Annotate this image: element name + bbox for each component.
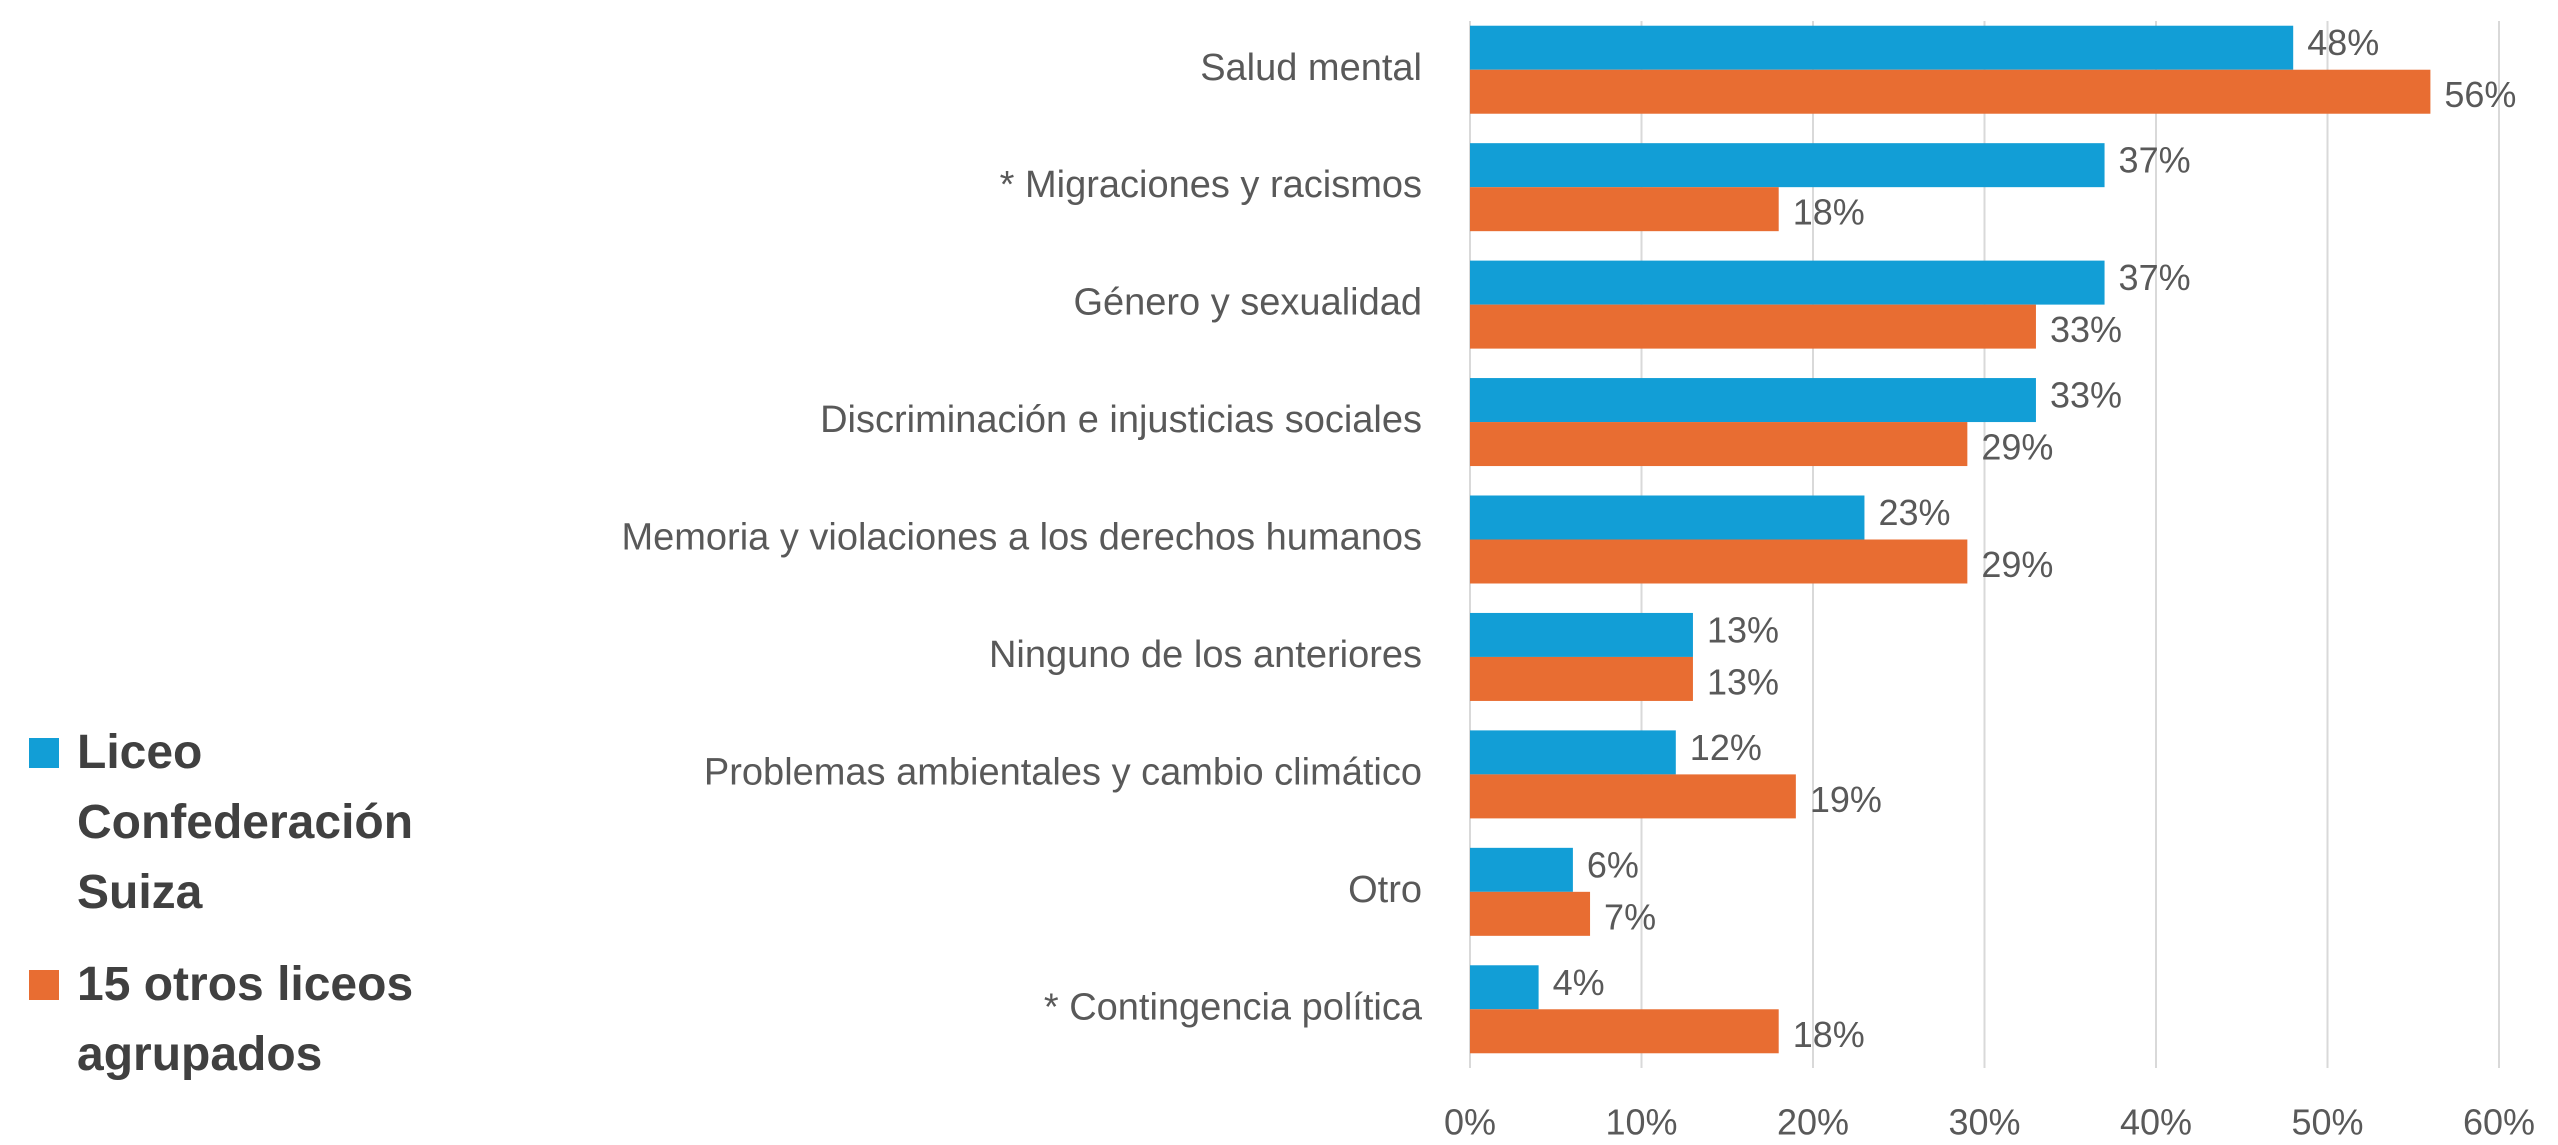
- category-label: Otro: [1348, 869, 1422, 911]
- value-label: 18%: [1793, 192, 1865, 233]
- category-label: Memoria y violaciones a los derechos hum…: [621, 517, 1422, 559]
- x-tick-label: 50%: [2291, 1102, 2363, 1143]
- value-label: 37%: [2119, 140, 2191, 181]
- value-label: 13%: [1707, 609, 1779, 650]
- category-label: Discriminación e injusticias sociales: [820, 399, 1422, 441]
- bar: [1470, 69, 2431, 114]
- category-label: Ninguno de los anteriores: [989, 634, 1422, 676]
- value-label: 33%: [2050, 309, 2122, 350]
- bar: [1470, 891, 1591, 936]
- bar: [1470, 25, 2294, 70]
- value-label: 18%: [1793, 1014, 1865, 1055]
- bar: [1470, 187, 1779, 232]
- category-label: Salud mental: [1200, 47, 1422, 89]
- bar: [1470, 539, 1968, 584]
- legend-label: 15 otros liceos agrupados: [77, 958, 414, 1081]
- value-label: 56%: [2444, 74, 2516, 115]
- bar: [1470, 260, 2105, 305]
- x-tick-label: 60%: [2463, 1102, 2535, 1143]
- legend: Liceo Confederación Suiza 15 otros liceos…: [29, 718, 497, 1090]
- value-label: 23%: [1878, 492, 1950, 533]
- bar: [1470, 378, 2036, 423]
- legend-entry: Liceo Confederación Suiza: [29, 718, 497, 928]
- x-tick-label: 0%: [1444, 1102, 1496, 1143]
- bar: [1470, 495, 1865, 540]
- value-label: 29%: [1981, 427, 2053, 468]
- value-label: 12%: [1690, 727, 1762, 768]
- legend-swatch: [29, 970, 59, 1000]
- value-label: 13%: [1707, 661, 1779, 702]
- value-label: 19%: [1810, 779, 1882, 820]
- bar: [1470, 774, 1796, 819]
- bar: [1470, 304, 2036, 349]
- bar: [1470, 847, 1573, 892]
- value-label: 29%: [1981, 544, 2053, 585]
- value-label: 37%: [2119, 257, 2191, 298]
- x-tick-label: 40%: [2120, 1102, 2192, 1143]
- legend-swatch: [29, 738, 59, 768]
- category-label: Género y sexualidad: [1073, 282, 1422, 324]
- category-label: Problemas ambientales y cambio climático: [704, 751, 1422, 793]
- value-label: 7%: [1604, 896, 1656, 937]
- bar: [1470, 965, 1539, 1010]
- x-tick-label: 30%: [1948, 1102, 2020, 1143]
- bar: [1470, 422, 1968, 467]
- category-label: * Migraciones y racismos: [1000, 164, 1422, 206]
- legend-label: Liceo Confederación Suiza: [77, 726, 414, 919]
- value-label: 48%: [2307, 22, 2379, 63]
- value-label: 6%: [1587, 844, 1639, 885]
- bar: [1470, 656, 1693, 701]
- bar: [1470, 143, 2105, 188]
- category-label: * Contingencia política: [1044, 986, 1423, 1028]
- value-label: 4%: [1553, 962, 1605, 1003]
- bar: [1470, 730, 1676, 775]
- bar: [1470, 612, 1693, 657]
- x-tick-label: 20%: [1777, 1102, 1849, 1143]
- value-label: 33%: [2050, 375, 2122, 416]
- legend-entry: 15 otros liceos agrupados: [29, 950, 497, 1090]
- x-tick-label: 10%: [1605, 1102, 1677, 1143]
- bar: [1470, 1009, 1779, 1054]
